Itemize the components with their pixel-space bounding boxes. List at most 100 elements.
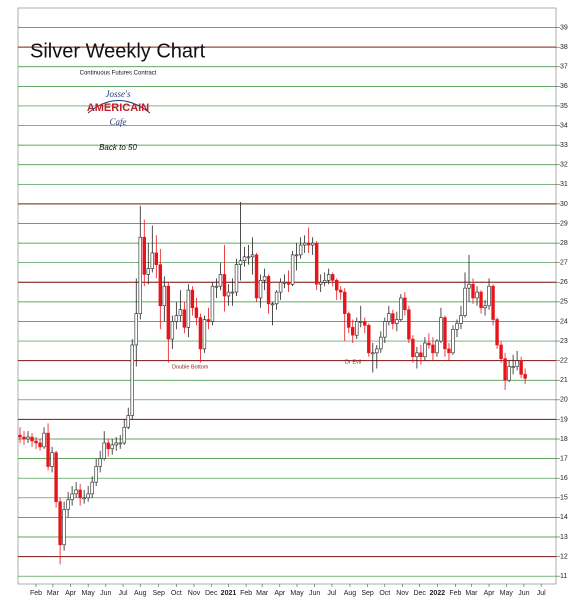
candle-body (306, 242, 311, 246)
candle-body (194, 307, 199, 318)
candle-body (146, 268, 150, 275)
x-tick-label: Jun (100, 590, 111, 597)
candle-body (294, 254, 299, 257)
candle-body (58, 501, 62, 546)
candle-body (46, 432, 50, 467)
y-tick-label: 31 (560, 181, 568, 188)
candle-body (198, 317, 203, 350)
candle-body (415, 352, 419, 358)
y-tick-label: 36 (560, 83, 568, 90)
y-tick-label: 27 (560, 260, 568, 267)
candle-body (66, 499, 70, 510)
candle-body (367, 325, 371, 354)
candle-body (379, 336, 383, 350)
candle-body (70, 493, 74, 501)
x-tick-label: Aug (134, 590, 147, 597)
candle-body (463, 287, 467, 316)
candle-body (74, 489, 78, 495)
x-tick-label: May (82, 590, 96, 597)
candle-body (459, 315, 463, 324)
candle-body (363, 321, 367, 326)
y-tick-label: 11 (560, 573, 567, 580)
candle-body (110, 444, 114, 450)
x-tick-label: Feb (240, 590, 252, 597)
x-tick-label: Mar (47, 590, 60, 597)
chart-subtitle: Continuous Futures Contract (80, 71, 157, 77)
x-tick-label: Oct (379, 590, 390, 597)
candle-body (431, 344, 435, 354)
candle-body (18, 434, 22, 438)
candle-body (142, 236, 146, 275)
x-tick-label: Mar (256, 590, 269, 597)
candle-body (222, 274, 227, 297)
x-tick-label: Sep (361, 590, 374, 597)
y-tick-label: 23 (560, 338, 568, 345)
candle-body (62, 509, 66, 546)
y-tick-label: 38 (560, 44, 568, 51)
annotation: Dr Evil (345, 359, 361, 365)
y-tick-label: 39 (560, 24, 568, 31)
candle-body (266, 276, 271, 305)
x-tick-label: Dec (413, 590, 426, 597)
y-tick-label: 35 (560, 103, 568, 110)
candle-body (42, 432, 46, 448)
candle-body (286, 281, 291, 285)
candle-body (330, 274, 335, 281)
x-tick-label: Aug (344, 590, 357, 597)
x-tick-label: Feb (30, 590, 42, 597)
candle-body (278, 281, 283, 293)
x-tick-label: Dec (205, 590, 218, 597)
candle-body (318, 281, 323, 285)
candle-body (254, 254, 259, 299)
y-tick-label: 26 (560, 279, 568, 286)
candle-body (326, 274, 331, 281)
x-tick-label: Apr (65, 590, 77, 597)
candle-body (134, 313, 138, 346)
candle-body (387, 313, 391, 322)
y-tick-label: 32 (560, 162, 568, 169)
x-tick-label: Apr (274, 590, 286, 597)
x-tick-label: May (500, 590, 514, 597)
candle-body (34, 440, 38, 444)
candle-body (515, 360, 519, 367)
candle-body (507, 366, 511, 381)
y-tick-label: 25 (560, 299, 568, 306)
candle-body (106, 442, 110, 450)
candle-body (54, 452, 58, 503)
x-tick-label: Jul (119, 590, 128, 597)
y-tick-label: 28 (560, 240, 568, 247)
y-tick-label: 33 (560, 142, 568, 149)
x-tick-label: Jul (327, 590, 336, 597)
candle-body (499, 344, 503, 359)
candle-body (355, 321, 359, 336)
candle-body (262, 276, 267, 281)
candle-body (150, 252, 155, 269)
candle-body (258, 280, 263, 299)
x-tick-label: Nov (396, 590, 409, 597)
candle-body (174, 315, 179, 322)
candle-body (298, 244, 303, 256)
candle-body (310, 242, 315, 246)
y-tick-label: 15 (560, 495, 568, 502)
y-tick-label: 12 (560, 553, 568, 560)
candle-body (78, 489, 82, 499)
x-tick-label: Mar (465, 590, 478, 597)
candle-body (447, 348, 451, 354)
candle-body (154, 252, 159, 265)
candle-body (347, 313, 351, 328)
candle-body (234, 264, 239, 293)
candle-body (451, 329, 455, 354)
candle-body (407, 309, 411, 340)
candle-body (375, 348, 379, 354)
candle-body (230, 291, 235, 294)
candle-body (214, 285, 219, 288)
candle-body (427, 342, 431, 346)
note: Back to 50 (99, 143, 137, 152)
candle-body (471, 283, 475, 299)
candle-body (114, 442, 118, 446)
candle-body (30, 436, 34, 442)
candle-body (314, 242, 319, 285)
candle-body (22, 436, 26, 440)
